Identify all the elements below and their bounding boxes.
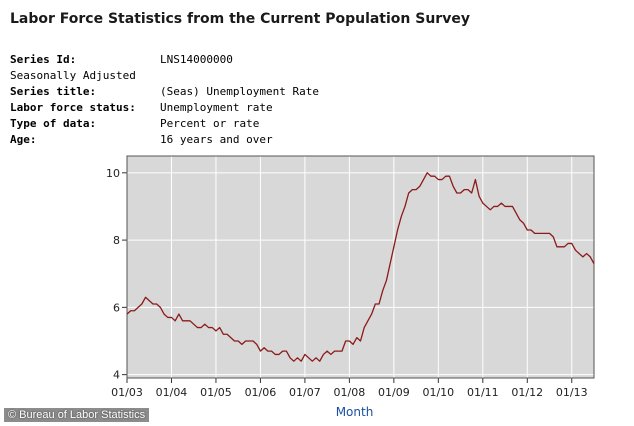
type-of-data-label: Type of data: — [10, 117, 97, 130]
seasonal-adjustment-label: Seasonally Adjusted — [10, 69, 136, 82]
series-title-value: (Seas) Unemployment Rate — [160, 85, 319, 98]
y-tick-label: 4 — [113, 369, 120, 382]
y-tick-label: 8 — [113, 234, 120, 247]
x-tick-label: 01/11 — [467, 386, 499, 399]
labor-force-status-label: Labor force status: — [10, 101, 136, 114]
x-tick-label: 01/12 — [511, 386, 543, 399]
type-of-data-value: Percent or rate — [160, 117, 260, 130]
x-tick-label: 01/04 — [156, 386, 188, 399]
x-tick-label: 01/08 — [334, 386, 366, 399]
age-label: Age: — [10, 133, 37, 146]
x-tick-label: 01/09 — [378, 386, 410, 399]
x-tick-label: 01/05 — [200, 386, 232, 399]
page-title: Labor Force Statistics from the Current … — [10, 11, 470, 27]
y-tick-label: 6 — [113, 301, 120, 314]
x-tick-label: 01/13 — [556, 386, 588, 399]
series-id-value: LNS14000000 — [160, 53, 233, 66]
x-axis-title: Month — [336, 405, 374, 419]
series-title-label: Series title: — [10, 85, 97, 98]
unemployment-rate-line — [126, 172, 595, 362]
x-tick-label: 01/07 — [289, 386, 321, 399]
plot-area — [127, 156, 594, 378]
x-tick-label: 01/10 — [422, 386, 454, 399]
age-value: 16 years and over — [160, 133, 273, 146]
y-tick-label: 10 — [106, 167, 120, 180]
series-id-label: Series Id: — [10, 53, 77, 66]
series-title-row: Series title: (Seas) Unemployment Rate — [10, 84, 319, 100]
labor-force-status-value: Unemployment rate — [160, 101, 273, 114]
series-id-row: Series Id: LNS14000000 — [10, 52, 319, 68]
labor-force-status-row: Labor force status: Unemployment rate — [10, 100, 319, 116]
x-tick-label: 01/03 — [111, 386, 143, 399]
series-info: Series Id: LNS14000000 Seasonally Adjuste… — [10, 52, 319, 148]
plot-frame — [126, 155, 595, 379]
x-tick-label: 01/06 — [245, 386, 277, 399]
type-of-data-row: Type of data: Percent or rate — [10, 116, 319, 132]
seasonal-adjustment-row: Seasonally Adjusted — [10, 68, 319, 84]
age-row: Age: 16 years and over — [10, 132, 319, 148]
image-credit: © Bureau of Labor Statistics — [4, 408, 150, 422]
